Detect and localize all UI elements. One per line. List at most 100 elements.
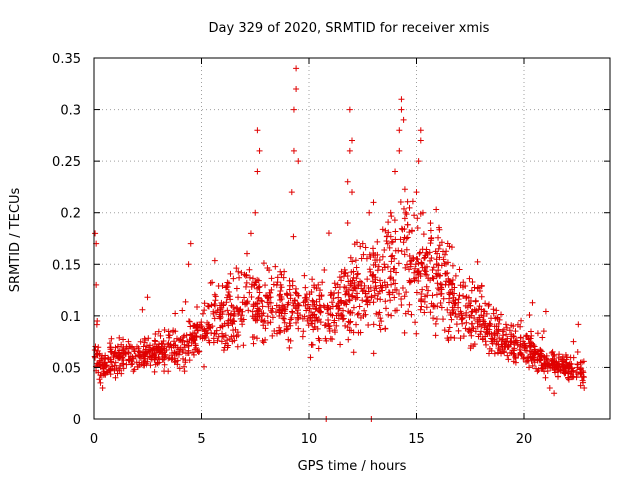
data-point [193,344,200,351]
data-point [419,286,426,293]
data-point [365,321,372,328]
data-point [502,321,509,328]
data-point [92,343,99,350]
data-point [260,322,267,329]
data-point [224,337,231,344]
data-point [241,271,248,278]
data-point [518,317,525,324]
data-point [504,352,511,359]
data-point [315,316,322,323]
data-point [372,261,379,268]
data-point [350,349,357,356]
data-point [151,368,158,375]
data-point [327,292,334,299]
data-point [155,354,162,361]
data-point [430,315,437,322]
data-point [529,299,536,306]
data-point [366,266,373,273]
data-point [566,360,573,367]
data-point [411,212,418,219]
data-point [423,304,430,311]
data-point [351,284,358,291]
data-point [309,297,316,304]
data-point [417,306,424,313]
data-point [256,147,263,154]
data-point [374,238,381,245]
data-point [276,309,283,316]
data-point [427,309,434,316]
data-point [268,275,275,282]
data-point [375,263,382,270]
data-point [276,324,283,331]
data-point [536,356,543,363]
data-point [443,248,450,255]
data-point [308,309,315,316]
data-point [578,374,585,381]
data-point [222,332,229,339]
data-point [147,362,154,369]
data-point [95,369,102,376]
data-point [416,250,423,257]
data-point [365,285,372,292]
data-point [144,348,151,355]
data-point [212,293,219,300]
data-point [189,330,196,337]
data-point [260,310,267,317]
data-point [166,332,173,339]
data-point [376,277,383,284]
data-point [401,215,408,222]
data-point [580,379,587,386]
data-point [231,337,238,344]
data-point [118,370,125,377]
data-point [393,269,400,276]
data-point [402,310,409,317]
data-point [556,351,563,358]
y-tick-label: 0.05 [52,361,81,376]
data-point [253,335,260,342]
data-point [314,325,321,332]
data-point [235,294,242,301]
data-point [140,352,147,359]
data-point [404,234,411,241]
data-point [478,328,484,335]
data-point [512,355,519,362]
data-point [433,206,440,213]
data-point [546,385,553,392]
data-point [510,350,517,357]
data-point [474,323,481,330]
data-point [281,327,288,334]
data-point [179,307,186,314]
data-point [317,308,324,315]
data-point [220,347,227,354]
data-point [354,270,361,277]
data-point [346,327,353,334]
data-point [250,303,257,310]
data-point [284,292,291,299]
data-point [347,282,354,289]
data-point [512,328,519,335]
data-point [373,310,380,317]
data-point [406,277,413,284]
plot-frame [93,57,611,420]
data-point [366,251,373,258]
points-layer [91,65,588,422]
data-point [354,271,361,278]
data-point [107,344,114,351]
data-point [460,333,467,340]
data-point [368,293,375,300]
y-tick-label: 0 [73,413,81,428]
axis-layer: 0 5 10 15 20 0 0.05 0.1 0.15 0.2 0.25 0.3 0.35 [52,52,610,447]
data-point [311,301,318,308]
data-point [108,348,115,355]
data-point [102,355,109,362]
data-point [384,263,391,270]
data-point [192,340,199,347]
data-point [281,268,288,275]
data-point [543,361,550,368]
data-point [514,342,521,349]
data-point [284,325,291,332]
data-point [280,315,287,322]
data-point [360,251,367,258]
y-tick-label: 0.35 [52,52,81,67]
data-point [182,298,189,305]
